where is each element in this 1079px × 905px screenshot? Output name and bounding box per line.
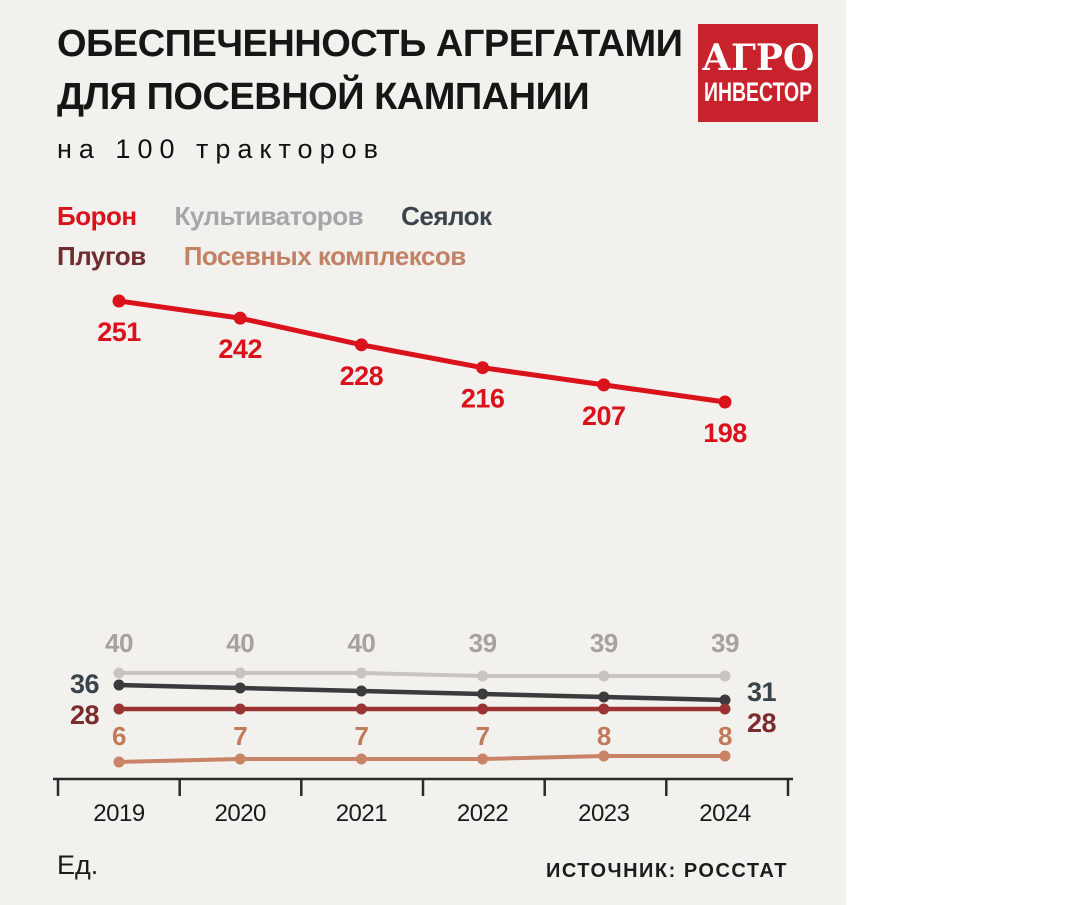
series-point: [718, 395, 732, 409]
legend-item-boron: Борон: [57, 201, 137, 231]
series-point: [477, 703, 489, 715]
legend-row-2: Плугов Посевных комплексов: [57, 236, 492, 276]
series-value-label: 228: [340, 361, 384, 391]
chart-legend: Борон Культиваторов Сеялок Плугов Посевн…: [57, 196, 492, 276]
series-value-label: 198: [703, 418, 747, 448]
series-value-label: 39: [590, 628, 618, 658]
legend-item-plugov: Плугов: [57, 241, 146, 271]
series-point: [719, 694, 731, 706]
series-point: [354, 338, 368, 352]
series-point: [234, 703, 246, 715]
series-point: [355, 703, 367, 715]
series-point: [113, 756, 125, 768]
series-point: [113, 679, 125, 691]
legend-item-posevnyh-kompleksov: Посевных комплексов: [183, 241, 467, 271]
x-axis-label: 2020: [215, 800, 267, 827]
legend-item-kultivatorov: Культиваторов: [174, 201, 364, 231]
series-point: [598, 691, 610, 703]
source-caption: ИСТОЧНИК: РОССТАТ: [545, 860, 788, 882]
series-point: [355, 685, 367, 697]
series-line: [117, 754, 727, 764]
series-last-value-label: 31: [747, 677, 777, 707]
series-value-label: 242: [218, 334, 262, 364]
series-value-label: 7: [354, 721, 368, 751]
series-value-label: 40: [347, 628, 375, 658]
series-point: [113, 703, 125, 715]
series-point: [598, 703, 610, 715]
series-value-label: 40: [226, 628, 254, 658]
series-value-label: 7: [476, 721, 490, 751]
page-title: ОБЕСПЕЧЕННОСТЬ АГРЕГАТАМИ ДЛЯ ПОСЕВНОЙ К…: [57, 18, 683, 124]
infographic-canvas: ОБЕСПЕЧЕННОСТЬ АГРЕГАТАМИ ДЛЯ ПОСЕВНОЙ К…: [0, 0, 846, 905]
series-point: [355, 667, 367, 679]
x-axis-label: 2021: [336, 800, 388, 827]
units-label: Ед.: [57, 850, 99, 880]
series-point: [719, 750, 731, 762]
series-value-label: 8: [597, 721, 611, 751]
x-axis-label: 2022: [457, 800, 509, 827]
logo-text-investor: ИНВЕСТОР: [703, 77, 813, 107]
x-axis-label: 2023: [578, 800, 630, 827]
series-point: [719, 703, 731, 715]
series-line: [117, 671, 727, 678]
series-last-value-label: 28: [747, 708, 777, 738]
series-point: [598, 750, 610, 762]
series-point: [598, 670, 610, 682]
series-first-value-label: 36: [70, 669, 100, 699]
series-point: [233, 311, 247, 325]
series-value-label: 216: [461, 384, 505, 414]
legend-row-1: Борон Культиваторов Сеялок: [57, 196, 492, 236]
series-value-label: 7: [233, 721, 247, 751]
series-value-label: 6: [112, 721, 126, 751]
x-axis-label: 2024: [699, 800, 751, 827]
series-value-label: 39: [711, 628, 739, 658]
series-point: [113, 667, 125, 679]
logo-text-agro: АГРО: [701, 37, 815, 79]
title-line-2: ДЛЯ ПОСЕВНОЙ КАМПАНИИ: [57, 76, 590, 118]
series-point: [476, 361, 490, 375]
series-point: [477, 688, 489, 700]
agroinvestor-logo: АГРО ИНВЕСТОР: [698, 24, 818, 122]
chart-subtitle: на 100 тракторов: [57, 134, 385, 164]
series-value-label: 39: [469, 628, 497, 658]
series-point: [234, 753, 246, 765]
line-chart: 2019 2020 2021 2022 2023 2024 251 242 228 216 207 1…: [53, 294, 793, 827]
series-point: [234, 682, 246, 694]
legend-item-seyalok: Сеялок: [401, 201, 492, 231]
series-first-value-label: 28: [70, 700, 100, 730]
series-value-label: 40: [105, 628, 133, 658]
series-value-label: 8: [718, 721, 732, 751]
series-point: [719, 670, 731, 682]
series-line: [116, 682, 728, 703]
series-point: [355, 753, 367, 765]
series-point: [234, 667, 246, 679]
title-line-1: ОБЕСПЕЧЕННОСТЬ АГРЕГАТАМИ: [57, 23, 683, 65]
series-value-label: 251: [97, 317, 141, 347]
x-axis-label: 2019: [93, 800, 145, 827]
series-point: [477, 753, 489, 765]
series-point: [597, 378, 611, 392]
series-point: [112, 294, 126, 308]
series-point: [477, 670, 489, 682]
series-line: [116, 298, 728, 405]
series-value-label: 207: [582, 401, 626, 431]
